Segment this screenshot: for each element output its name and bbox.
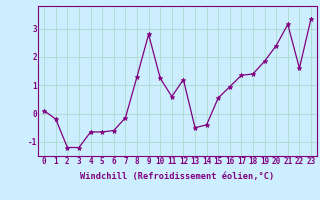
X-axis label: Windchill (Refroidissement éolien,°C): Windchill (Refroidissement éolien,°C) xyxy=(80,172,275,181)
